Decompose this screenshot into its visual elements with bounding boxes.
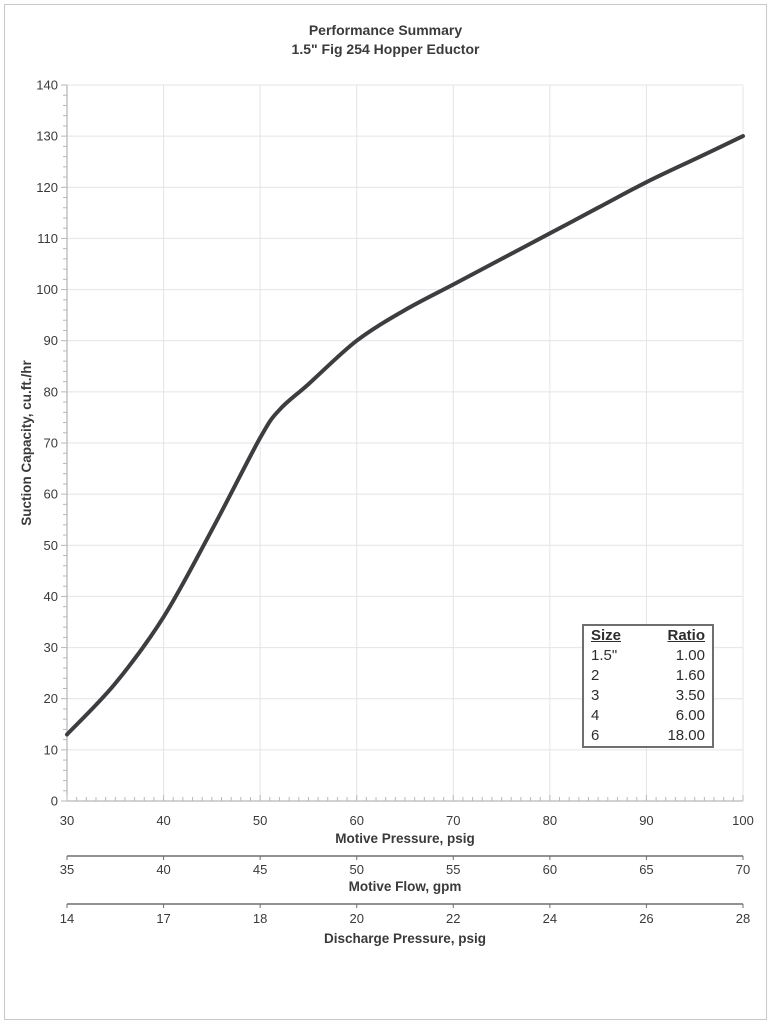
y-tick-label: 40 <box>44 589 58 604</box>
secondary-tick-label: 24 <box>543 911 557 926</box>
chart-title-block: Performance Summary 1.5" Fig 254 Hopper … <box>0 21 771 59</box>
secondary-tick-label: 60 <box>543 862 557 877</box>
x-tick-label: 70 <box>446 813 460 828</box>
size-value: 4 <box>591 707 600 724</box>
y-tick-label: 130 <box>36 129 58 144</box>
ratio-value: 1.60 <box>675 667 705 684</box>
table-row: 1.5" 1.00 <box>583 646 713 666</box>
secondary-axis-title: Motive Flow, gpm <box>349 879 462 894</box>
secondary-tick-label: 65 <box>639 862 653 877</box>
secondary-tick-label: 50 <box>349 862 363 877</box>
ratio-value: 3.50 <box>675 687 705 704</box>
size-ratio-table: Size Ratio 1.5" 1.00 2 1.60 3 3.50 4 6.00 6 18.00 <box>582 624 714 748</box>
y-tick-label: 120 <box>36 180 58 195</box>
secondary-tick-label: 14 <box>60 911 74 926</box>
size-value: 2 <box>591 667 600 684</box>
table-row: 4 6.00 <box>583 706 713 726</box>
secondary-tick-label: 17 <box>156 911 170 926</box>
y-tick-label: 20 <box>44 691 58 706</box>
y-tick-label: 80 <box>44 384 58 399</box>
y-axis-title: Suction Capacity, cu.ft./hr <box>19 359 34 525</box>
x-axis-title: Motive Pressure, psig <box>335 831 475 846</box>
y-tick-label: 60 <box>44 487 58 502</box>
x-tick-label: 50 <box>253 813 267 828</box>
x-tick-label: 80 <box>543 813 557 828</box>
secondary-tick-label: 18 <box>253 911 267 926</box>
legend-header-ratio: Ratio <box>667 627 706 644</box>
size-value: 3 <box>591 687 600 704</box>
secondary-tick-label: 20 <box>349 911 363 926</box>
x-tick-label: 30 <box>60 813 74 828</box>
table-row: 2 1.60 <box>583 666 713 686</box>
legend-header-size: Size <box>591 627 622 644</box>
table-header-row: Size Ratio <box>583 625 713 646</box>
x-tick-label: 40 <box>156 813 170 828</box>
y-tick-label: 100 <box>36 282 58 297</box>
table-row: 6 18.00 <box>583 726 713 747</box>
y-tick-label: 110 <box>37 231 58 246</box>
secondary-tick-label: 22 <box>446 911 460 926</box>
secondary-tick-label: 28 <box>736 911 750 926</box>
x-tick-label: 90 <box>639 813 653 828</box>
size-value: 6 <box>591 727 600 744</box>
table-row: 3 3.50 <box>583 686 713 706</box>
secondary-tick-label: 35 <box>60 862 74 877</box>
y-tick-label: 50 <box>44 538 58 553</box>
ratio-value: 18.00 <box>667 727 705 744</box>
secondary-axis-title: Discharge Pressure, psig <box>324 931 486 946</box>
y-tick-label: 30 <box>44 640 58 655</box>
y-tick-label: 70 <box>44 436 58 451</box>
y-tick-label: 10 <box>44 742 58 757</box>
secondary-tick-label: 55 <box>446 862 460 877</box>
secondary-tick-label: 40 <box>156 862 170 877</box>
y-tick-label: 90 <box>44 333 58 348</box>
secondary-tick-label: 45 <box>253 862 267 877</box>
ratio-value: 6.00 <box>675 707 705 724</box>
x-tick-label: 100 <box>732 813 754 828</box>
secondary-tick-label: 70 <box>736 862 750 877</box>
capacity-curve <box>65 134 745 737</box>
chart-title: Performance Summary <box>308 22 463 38</box>
x-tick-label: 60 <box>349 813 363 828</box>
chart-subtitle: 1.5" Fig 254 Hopper Eductor <box>291 41 480 57</box>
y-tick-label: 0 <box>51 794 58 809</box>
ratio-value: 1.00 <box>675 647 705 664</box>
size-value: 1.5" <box>591 647 618 664</box>
y-tick-label: 140 <box>36 78 58 93</box>
secondary-tick-label: 26 <box>639 911 653 926</box>
